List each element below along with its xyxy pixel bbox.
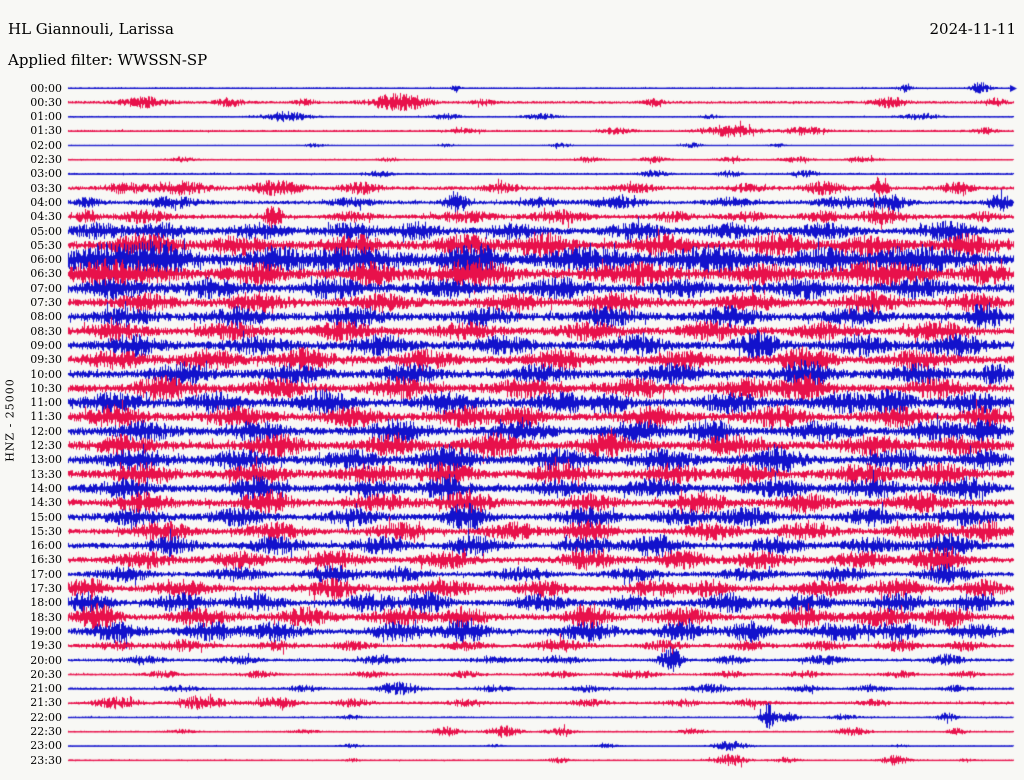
time-label: 23:00: [30, 739, 62, 753]
time-label: 15:30: [30, 524, 62, 538]
time-label: 01:00: [30, 110, 62, 124]
time-label: 20:30: [30, 667, 62, 681]
time-label: 15:00: [30, 510, 62, 524]
time-label: 16:30: [30, 553, 62, 567]
time-label: 17:00: [30, 567, 62, 581]
time-label: 03:00: [30, 167, 62, 181]
time-label: 10:00: [30, 367, 62, 381]
time-label: 02:30: [30, 153, 62, 166]
time-label: 08:00: [30, 310, 62, 324]
time-label: 00:30: [30, 95, 62, 109]
time-label: 16:00: [30, 539, 62, 553]
time-label: 12:00: [30, 424, 62, 438]
station-title: HL Giannouli, Larissa: [8, 20, 174, 38]
time-label: 20:00: [30, 653, 62, 667]
time-label: 23:30: [30, 753, 62, 767]
time-label: 00:00: [30, 81, 62, 95]
time-label: 18:00: [30, 596, 62, 610]
time-label: 01:30: [30, 124, 62, 138]
time-label: 14:00: [30, 481, 62, 495]
time-label: 18:30: [30, 610, 62, 624]
time-label: 13:00: [30, 453, 62, 467]
time-label: 11:30: [30, 410, 62, 424]
time-label: 05:30: [30, 238, 62, 252]
time-label: 22:30: [30, 725, 62, 738]
time-label: 06:30: [30, 267, 62, 281]
time-label: 02:00: [30, 138, 62, 152]
time-label: 04:00: [30, 195, 62, 209]
time-label: 12:30: [30, 439, 62, 452]
time-label: 19:00: [30, 624, 62, 638]
time-label: 07:30: [30, 296, 62, 309]
applied-filter-label: Applied filter: WWSSN-SP: [8, 51, 208, 69]
time-label: 04:30: [30, 210, 62, 224]
time-label: 22:00: [30, 710, 62, 724]
time-label: 05:00: [30, 224, 62, 238]
time-label: 21:30: [30, 696, 62, 710]
time-label: 11:00: [30, 396, 62, 410]
time-label: 14:30: [30, 496, 62, 510]
time-label: 07:00: [30, 281, 62, 295]
time-label: 06:00: [30, 253, 62, 267]
date-label: 2024-11-11: [929, 20, 1016, 38]
time-label: 10:30: [30, 381, 62, 395]
time-label: 03:30: [30, 181, 62, 195]
time-label: 17:30: [30, 582, 62, 595]
time-label: 19:30: [30, 639, 62, 653]
time-label: 08:30: [30, 324, 62, 338]
time-label: 09:00: [30, 338, 62, 352]
time-label: 09:30: [30, 353, 62, 367]
time-label: 21:00: [30, 682, 62, 696]
time-label: 13:30: [30, 467, 62, 481]
